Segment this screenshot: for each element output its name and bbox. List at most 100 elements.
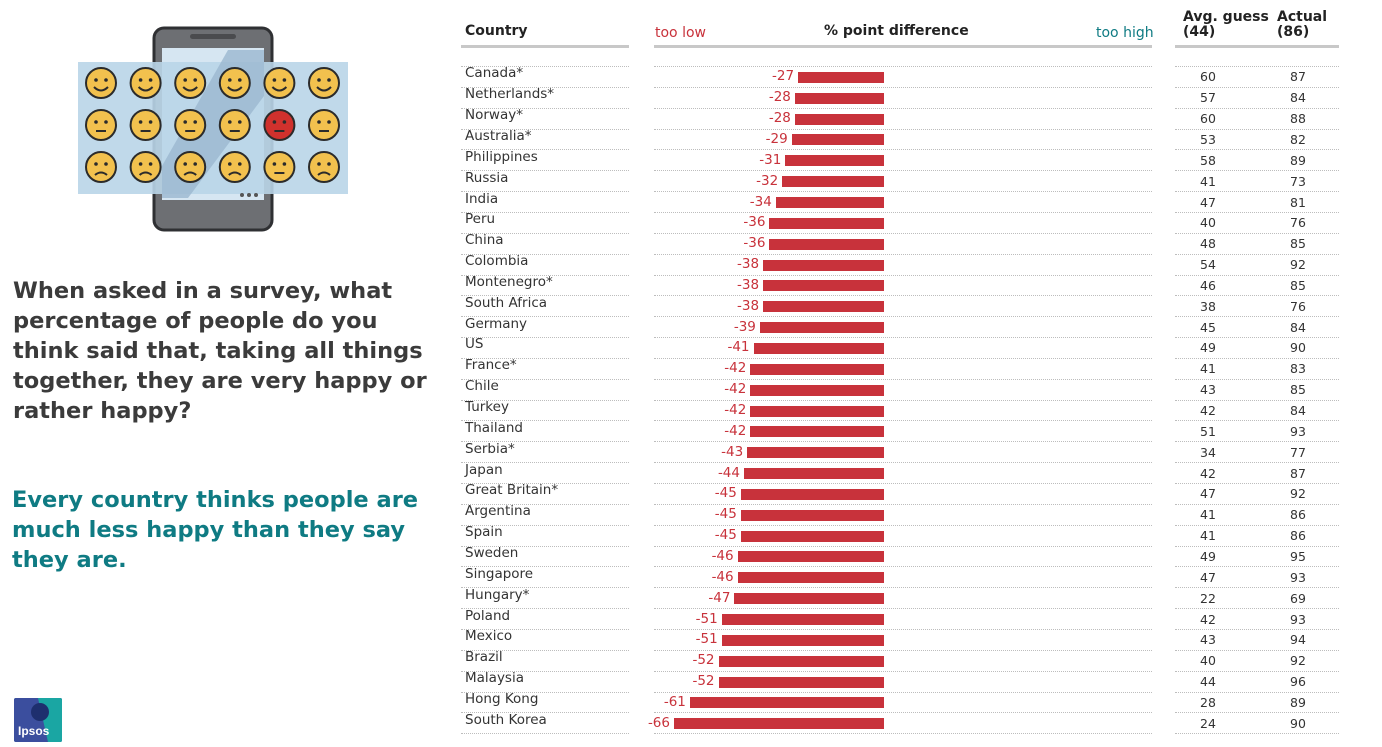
country-label: Thailand [465, 419, 523, 436]
grinning-face-icon [129, 67, 162, 99]
row-divider [461, 503, 629, 505]
header-actual-label: Actual [1277, 9, 1328, 25]
actual-value: 92 [1290, 257, 1306, 273]
row-divider [1175, 337, 1339, 339]
row-divider [654, 628, 1152, 630]
country-label: Serbia* [465, 440, 515, 457]
difference-bar [689, 697, 884, 709]
row-divider [1175, 274, 1339, 276]
monocle-face-icon [308, 67, 340, 99]
row-divider [461, 107, 629, 109]
difference-bar [740, 509, 884, 521]
avg-guess-value: 57 [1200, 90, 1216, 106]
row-divider [1175, 608, 1339, 610]
row-divider [654, 253, 1152, 255]
difference-value-label: -43 [721, 443, 744, 460]
row-divider [461, 566, 629, 568]
row-divider [654, 462, 1152, 464]
difference-bar [737, 551, 884, 563]
row-divider [1175, 170, 1339, 172]
row-divider [461, 170, 629, 172]
row-divider [1175, 253, 1339, 255]
difference-value-label: -39 [733, 318, 756, 335]
header-avg-guess-label: Avg. guess [1183, 9, 1269, 25]
actual-value: 84 [1290, 403, 1306, 419]
country-label: US [465, 336, 484, 353]
row-divider [654, 441, 1152, 443]
row-divider [1175, 712, 1339, 714]
row-divider [461, 608, 629, 610]
difference-value-label: -42 [724, 422, 747, 439]
row-divider [461, 545, 629, 547]
difference-bar [747, 447, 884, 459]
nerd-face-icon [85, 109, 117, 141]
row-divider [1175, 399, 1339, 401]
row-divider [654, 420, 1152, 422]
actual-value: 77 [1290, 444, 1306, 460]
difference-bar [759, 322, 884, 334]
header-actual: Actual (86) [1277, 10, 1327, 40]
kissing-face-icon [263, 67, 296, 99]
difference-bar [718, 676, 884, 688]
avg-guess-value: 43 [1200, 382, 1216, 398]
difference-value-label: -27 [772, 68, 795, 85]
difference-value-label: -38 [737, 297, 760, 314]
header-avg-guess-value: (44) [1183, 24, 1216, 40]
row-divider [1175, 587, 1339, 589]
difference-value-label: -52 [692, 673, 715, 690]
avg-guess-value: 49 [1200, 340, 1216, 356]
actual-value: 88 [1290, 111, 1306, 127]
row-divider [461, 670, 629, 672]
actual-value: 93 [1290, 569, 1306, 585]
country-label: Mexico [465, 628, 513, 645]
row-divider [1175, 295, 1339, 297]
row-divider [1175, 191, 1339, 193]
avg-guess-value: 42 [1200, 403, 1216, 419]
row-divider [1175, 149, 1339, 151]
crying-face-icon [129, 151, 162, 183]
actual-value: 94 [1290, 632, 1306, 648]
angry-face-icon [263, 109, 296, 141]
country-label: Hungary* [465, 586, 530, 603]
actual-value: 95 [1290, 548, 1306, 564]
country-label: Sweden [465, 544, 519, 561]
country-label: Montenegro* [465, 273, 553, 290]
actual-value: 76 [1290, 215, 1306, 231]
difference-bar [791, 134, 884, 146]
avg-guess-value: 28 [1200, 694, 1216, 710]
difference-value-label: -36 [743, 214, 766, 231]
row-divider [1175, 462, 1339, 464]
difference-value-label: -51 [695, 610, 718, 627]
difference-value-label: -45 [714, 527, 737, 544]
header-too-low: too low [655, 25, 706, 41]
row-divider [461, 128, 629, 130]
actual-value: 89 [1290, 152, 1306, 168]
difference-value-label: -28 [768, 89, 791, 106]
row-divider [1175, 86, 1339, 88]
difference-bar [744, 468, 884, 480]
difference-value-label: -32 [756, 172, 779, 189]
avg-guess-value: 46 [1200, 277, 1216, 293]
actual-value: 96 [1290, 674, 1306, 690]
row-divider [1175, 357, 1339, 359]
pensive-face-icon [308, 151, 340, 183]
country-label: France* [465, 357, 517, 374]
avg-guess-value: 41 [1200, 528, 1216, 544]
squinting-face-icon [263, 151, 296, 183]
row-divider [461, 232, 629, 234]
difference-bar [798, 71, 884, 83]
actual-value: 84 [1290, 90, 1306, 106]
emoji-grid [85, 67, 340, 183]
country-label: Argentina [465, 503, 531, 520]
country-label: Brazil [465, 649, 503, 666]
avg-guess-value: 24 [1200, 715, 1216, 731]
difference-bar [674, 718, 884, 730]
actual-value: 69 [1290, 590, 1306, 606]
row-divider [461, 420, 629, 422]
avg-guess-value: 54 [1200, 257, 1216, 273]
row-divider [654, 274, 1152, 276]
row-divider [1175, 420, 1339, 422]
heart-eyes-face-icon [218, 67, 251, 99]
row-divider [1175, 107, 1339, 109]
avg-guess-value: 47 [1200, 569, 1216, 585]
